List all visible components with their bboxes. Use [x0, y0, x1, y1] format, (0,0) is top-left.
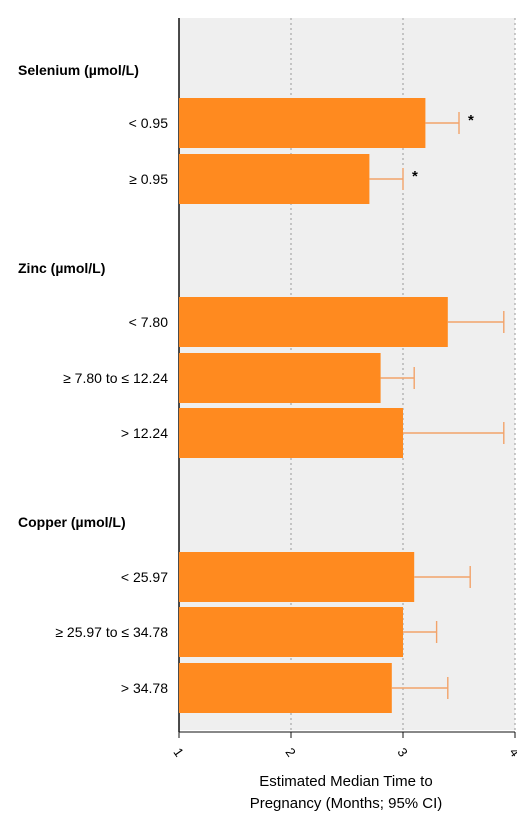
group-label: Selenium (µmol/L)	[18, 62, 139, 78]
x-ticks: 1 2 3 4	[170, 732, 517, 760]
bar	[179, 607, 403, 657]
category-label: ≥ 7.80 to ≤ 12.24	[63, 370, 168, 386]
tick-label-3: 3	[394, 745, 410, 760]
category-label: < 25.97	[121, 569, 168, 585]
tick-label-2: 2	[282, 745, 298, 760]
category-label: ≥ 0.95	[129, 171, 168, 187]
significance-marker: *	[468, 112, 474, 129]
category-label: < 7.80	[129, 314, 169, 330]
category-labels: Selenium (µmol/L) < 0.95 ≥ 0.95 Zinc (µmol/…	[18, 62, 168, 696]
bar	[179, 353, 381, 403]
x-axis-title-line-1: Estimated Median Time to	[259, 773, 432, 790]
bar	[179, 154, 370, 204]
tick-label-4: 4	[506, 745, 517, 760]
significance-marker: *	[412, 168, 418, 185]
group-label: Zinc (µmol/L)	[18, 260, 105, 276]
group-label: Copper (µmol/L)	[18, 514, 126, 530]
bars: **	[179, 98, 505, 713]
x-axis-title-line-2: Pregnancy (Months; 95% CI)	[250, 795, 443, 812]
category-label: > 34.78	[121, 680, 168, 696]
bar	[179, 98, 426, 148]
category-label: < 0.95	[129, 115, 169, 131]
tick-label-1: 1	[170, 745, 186, 760]
bar	[179, 297, 448, 347]
bar	[179, 552, 415, 602]
category-label: ≥ 25.97 to ≤ 34.78	[55, 624, 168, 640]
bar	[179, 408, 403, 458]
bar	[179, 663, 392, 713]
category-label: > 12.24	[121, 425, 168, 441]
